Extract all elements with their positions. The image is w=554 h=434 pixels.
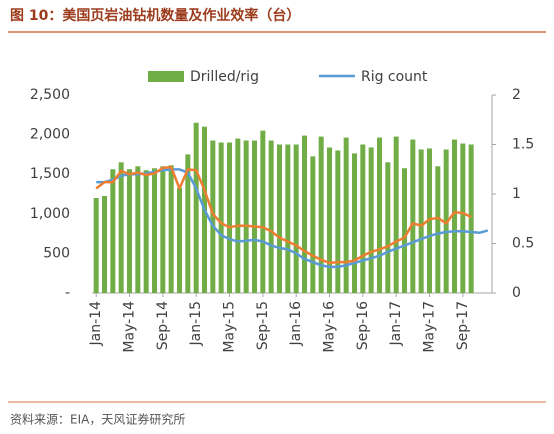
y2-tick-label: 0 [512, 285, 521, 301]
bar [368, 147, 374, 293]
bar [318, 136, 324, 293]
x-tick-label: Sep-16 [355, 301, 371, 350]
bar [127, 169, 132, 293]
x-tick-label: Jan-14 [88, 301, 104, 347]
bar [218, 142, 224, 293]
y2-tick-label: 0.5 [512, 236, 534, 252]
bar [385, 162, 391, 293]
line [95, 165, 472, 265]
y2-tick-label: 1.5 [512, 137, 534, 153]
bar [293, 144, 299, 293]
y-tick-label: 500 [43, 245, 70, 261]
source: 资料来源：EIA，天风证券研究所 [10, 412, 185, 427]
y-tick-label: 1,000 [30, 206, 70, 222]
bar [418, 149, 424, 293]
bar [193, 122, 199, 293]
x-tick-label: Jan-16 [288, 301, 304, 347]
legend-swatch [148, 71, 184, 82]
bar [143, 170, 149, 293]
y-tick-label: 2,500 [30, 87, 70, 103]
legend-label: Rig count [361, 69, 428, 85]
bar [110, 169, 116, 293]
bar [160, 166, 166, 293]
y-tick-label: 1,500 [30, 166, 70, 182]
bar [460, 143, 466, 293]
bar [360, 144, 366, 293]
x-tick-label: Jan-17 [388, 301, 404, 346]
bar [268, 140, 274, 293]
bar [168, 165, 174, 293]
bar [352, 153, 357, 293]
bar [260, 130, 266, 293]
bar [135, 166, 141, 293]
bar [102, 195, 107, 293]
line [96, 168, 489, 269]
bar [302, 135, 307, 293]
x-tick-label: Jan-15 [188, 301, 204, 346]
bar [152, 168, 157, 293]
bar [210, 140, 216, 293]
y2-tick-label: 1 [512, 186, 521, 202]
x-tick-label: May-14 [122, 301, 138, 353]
bar [227, 142, 232, 293]
x-tick-label: Sep-17 [455, 301, 471, 350]
x-tick-label: Sep-14 [155, 301, 171, 350]
bar [410, 139, 416, 293]
bar [252, 140, 257, 293]
y-tick-label: 2,000 [30, 127, 70, 143]
bar [335, 150, 341, 293]
chart-title: 图 10：美国页岩油钻机数量及作业效率（台） [10, 7, 300, 24]
bar [277, 144, 282, 293]
bar [435, 166, 441, 293]
bar [393, 136, 399, 293]
bar [310, 156, 316, 293]
bar [177, 188, 182, 293]
bar [377, 137, 382, 293]
bar [452, 139, 457, 293]
bar [402, 168, 407, 293]
bar [468, 144, 474, 293]
y2-tick-label: 2 [512, 87, 521, 103]
bar [327, 147, 332, 293]
bar [343, 137, 349, 293]
x-tick-label: May-17 [422, 301, 438, 353]
x-tick-label: Sep-15 [255, 301, 271, 350]
legend-label: Drilled/rig [190, 69, 259, 85]
bar [93, 197, 99, 293]
bar [285, 144, 291, 293]
bar [235, 138, 241, 293]
x-tick-label: May-16 [322, 301, 338, 353]
bar [443, 149, 449, 293]
bar [118, 162, 124, 293]
bar [185, 154, 191, 293]
bar [243, 140, 249, 293]
x-tick-label: May-15 [222, 301, 238, 353]
y-tick-label: - [65, 285, 70, 301]
